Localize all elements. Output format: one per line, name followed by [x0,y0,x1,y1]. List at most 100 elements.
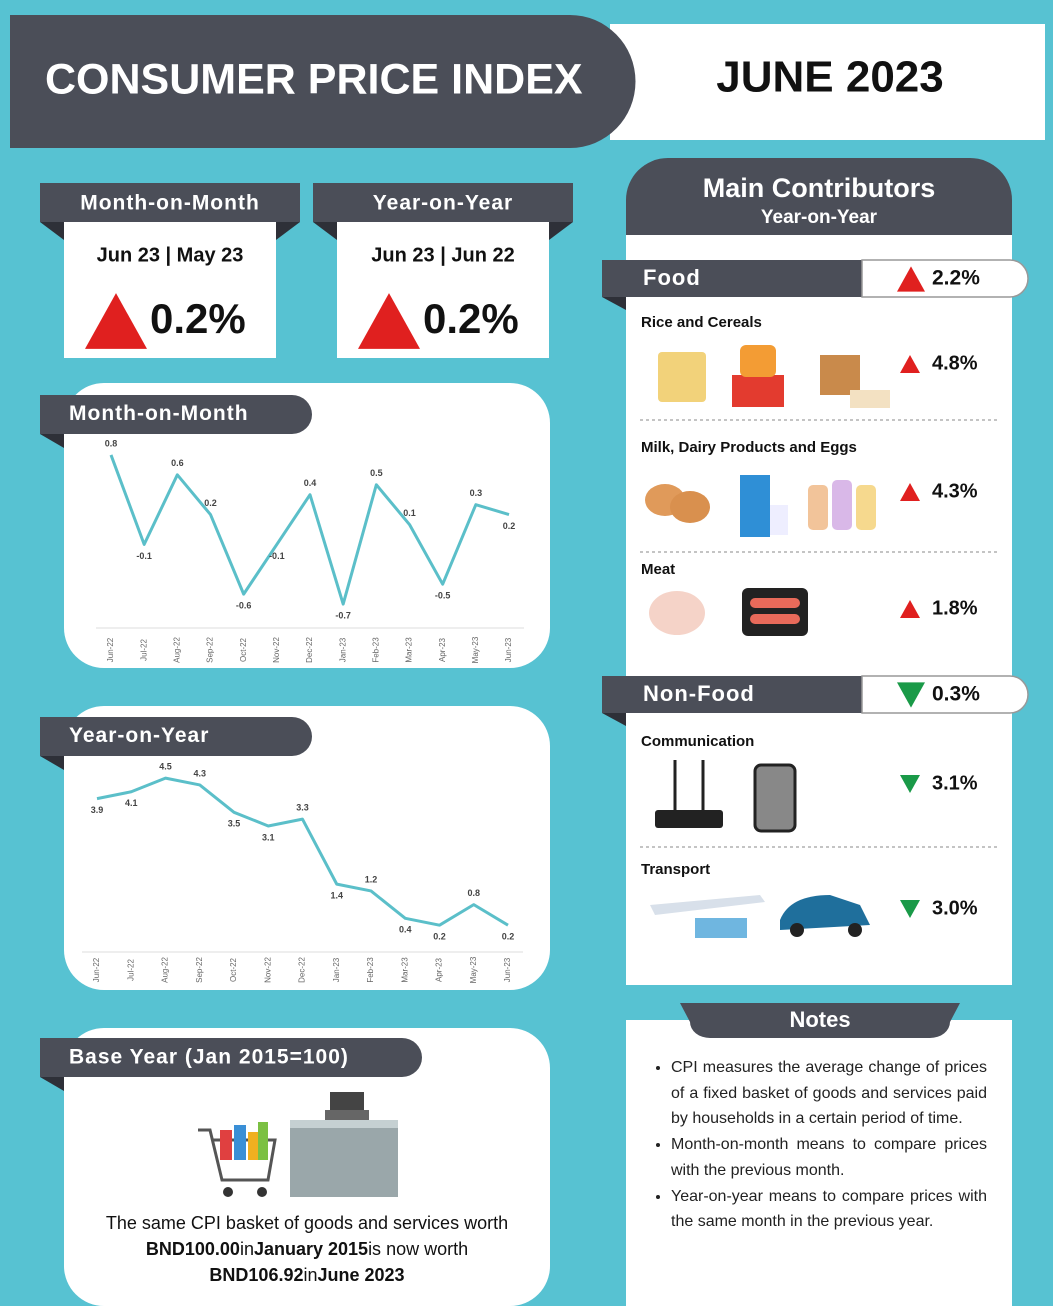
base-text: January 2015 [254,1239,368,1259]
x-tick-label: Nov-22 [263,957,272,983]
x-tick-label: Jun-22 [106,637,115,662]
x-tick-label: Jan-23 [338,637,347,662]
data-label: 0.5 [370,468,383,478]
base-text: The same CPI basket of goods and service… [106,1213,508,1233]
x-tick-label: Jul-22 [139,639,148,661]
x-tick-label: Mar-23 [405,637,414,663]
x-tick-label: Mar-23 [400,957,409,983]
data-label: 3.9 [91,805,104,815]
x-tick-label: Feb-23 [371,637,380,663]
data-label: 0.2 [204,498,217,508]
page-title: CONSUMER PRICE INDEX [45,55,583,103]
notes-title: Notes [789,1007,850,1032]
data-label: -0.6 [236,600,252,610]
x-tick-label: Apr-23 [438,637,447,662]
x-tick-label: Sep-22 [206,637,215,663]
x-tick-label: Nov-22 [272,637,281,663]
card-title: Year-on-Year [373,192,513,215]
notes-box: CPI measures the average change of price… [655,1055,987,1300]
item-name: Milk, Dairy Products and Eggs [641,439,857,456]
chart-title: Year-on-Year [69,724,209,747]
item-name: Transport [641,861,710,878]
x-tick-label: Feb-23 [366,957,375,983]
base-text: BND106.92 [209,1265,303,1285]
item-change: 3.1% [932,772,978,794]
x-tick-label: Oct-22 [229,957,238,982]
x-tick-label: Jun-23 [504,637,513,662]
x-tick-label: Jan-23 [332,957,341,982]
data-label: -0.1 [136,551,152,561]
notes-body: CPI measures the average change of price… [655,1055,987,1235]
data-label: -0.7 [335,610,351,620]
data-label: 4.5 [159,761,172,771]
base-paragraph: The same CPI basket of goods and service… [70,1210,544,1288]
group-name: Food [643,265,701,290]
contributors-title: Main Contributors [703,173,935,203]
note-item: CPI measures the average change of price… [671,1055,987,1132]
data-label: 3.5 [228,819,241,829]
data-label: 3.3 [296,803,309,813]
item-change: 4.3% [932,480,978,502]
item-change: 4.8% [932,352,978,374]
x-tick-label: Sep-22 [195,957,204,983]
card-period: Jun 23 | Jun 22 [371,244,514,266]
x-tick-label: Dec-22 [298,957,307,983]
data-label: -0.5 [435,591,451,601]
data-label: 1.2 [365,874,378,884]
data-label: 0.2 [502,932,515,942]
x-tick-label: May-23 [469,956,478,983]
base-line: BND100.00inJanuary 2015is now worth [70,1236,544,1262]
item-change: 1.8% [932,597,978,619]
item-name: Meat [641,561,675,578]
data-label: 4.3 [193,768,206,778]
base-line: BND106.92inJune 2023 [70,1262,544,1288]
group-change: 0.3% [932,683,980,706]
card-change: 0.2% [150,295,246,342]
base-text-box: The same CPI basket of goods and service… [70,1210,544,1295]
item-name: Rice and Cereals [641,314,762,331]
data-label: 0.8 [467,888,480,898]
note-item: Month-on-month means to compare prices w… [671,1132,987,1183]
card-period: Jun 23 | May 23 [97,244,244,266]
x-tick-label: Oct-22 [239,637,248,662]
data-label: 0.2 [503,521,516,531]
x-tick-label: Aug-22 [172,637,181,663]
chart-title: Month-on-Month [69,402,249,425]
item-change: 3.0% [932,897,978,919]
page-date: JUNE 2023 [716,53,943,102]
card-change: 0.2% [423,295,519,342]
notes-list: CPI measures the average change of price… [655,1055,987,1235]
infographic: CONSUMER PRICE INDEX JUNE 2023 Notes [0,0,1053,1306]
data-label: -0.1 [269,551,285,561]
data-label: 0.1 [403,508,416,518]
group-bar [602,260,864,297]
base-text: BND100.00 [146,1239,240,1259]
group-change: 2.2% [932,267,980,290]
base-text: in [240,1239,254,1259]
data-label: 3.1 [262,832,275,842]
base-text: is now worth [368,1239,468,1259]
item-name: Communication [641,733,754,750]
data-label: 0.4 [304,478,317,488]
data-label: 4.1 [125,798,138,808]
x-tick-label: Aug-22 [161,957,170,983]
data-label: 0.3 [470,488,483,498]
base-title: Base Year (Jan 2015=100) [69,1046,349,1069]
data-label: 0.6 [171,458,184,468]
x-tick-label: Jun-22 [92,957,101,982]
x-tick-label: Dec-22 [305,637,314,663]
x-tick-label: May-23 [471,636,480,663]
contributors-subtitle: Year-on-Year [761,207,878,228]
page: {"header": {"title": "CONSUMER PRICE IND… [0,0,1053,1306]
data-label: 0.8 [105,438,118,448]
data-label: 0.2 [433,932,446,942]
card-title: Month-on-Month [80,192,260,215]
base-text: in [303,1265,317,1285]
data-label: 0.4 [399,925,412,935]
data-label: 1.4 [330,890,343,900]
group-name: Non-Food [643,681,755,706]
x-tick-label: Jul-22 [126,959,135,981]
base-text: June 2023 [318,1265,405,1285]
note-item: Year-on-year means to compare prices wit… [671,1184,987,1235]
x-tick-label: Apr-23 [435,957,444,982]
